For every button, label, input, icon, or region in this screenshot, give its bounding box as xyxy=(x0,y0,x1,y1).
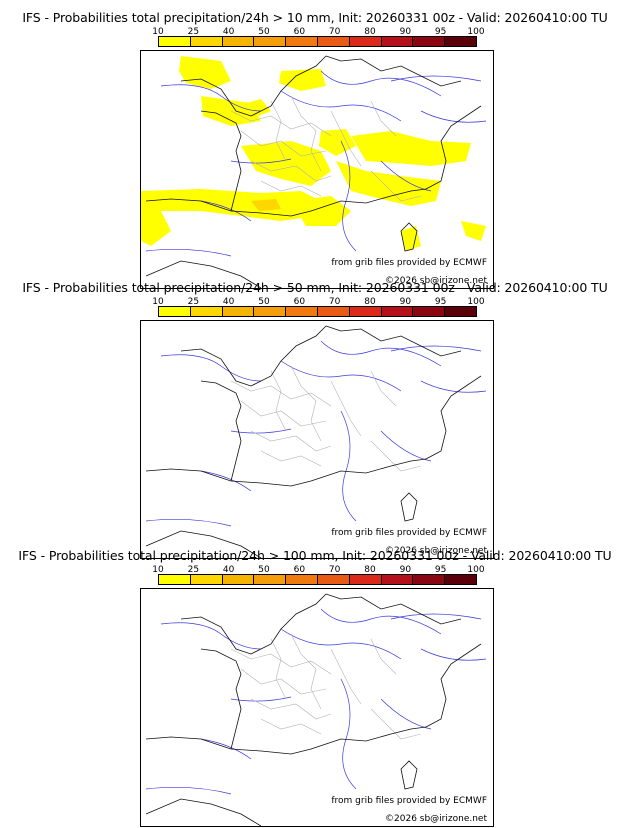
colorbar-segment xyxy=(413,307,446,316)
source-credit: from grib files provided by ECMWF xyxy=(331,796,487,806)
colorbar-segment xyxy=(286,37,318,46)
colorbar-tick-label: 50 xyxy=(258,27,270,37)
colorbar-segment xyxy=(445,575,476,584)
colorbar-segment xyxy=(445,307,476,316)
colorbar xyxy=(158,306,477,317)
france-map xyxy=(145,593,487,826)
department-borders xyxy=(230,95,422,202)
colorbar-segment xyxy=(190,575,223,584)
coastlines-and-borders xyxy=(145,593,482,826)
department-borders xyxy=(230,633,422,740)
panel-title: IFS - Probabilities total precipitation/… xyxy=(18,548,612,563)
colorbar-segment xyxy=(317,575,350,584)
colorbar-tick-label: 70 xyxy=(328,565,341,575)
colorbar-segment xyxy=(413,37,446,46)
colorbar xyxy=(158,36,477,47)
map-panel-50mm: IFS - Probabilities total precipitation/… xyxy=(0,280,630,559)
colorbar-tick-label: 100 xyxy=(467,27,485,37)
colorbar-labels: 10 25 40 50 60 70 80 90 95 100 xyxy=(152,565,484,575)
colorbar-segment xyxy=(349,575,382,584)
rivers xyxy=(145,340,487,527)
colorbar-tick-label: 60 xyxy=(293,27,306,37)
colorbar-segment xyxy=(445,37,476,46)
colorbar-tick-label: 70 xyxy=(328,297,341,307)
panel-title: IFS - Probabilities total precipitation/… xyxy=(22,280,608,295)
colorbar-segment xyxy=(317,307,350,316)
department-borders xyxy=(230,365,422,472)
rivers xyxy=(145,608,487,795)
colorbar-tick-label: 40 xyxy=(222,27,235,37)
colorbar-tick-label: 25 xyxy=(187,565,200,575)
coastlines-and-borders xyxy=(145,55,482,288)
copyright: ©2026 sb@irizone.net xyxy=(385,276,487,286)
colorbar-labels: 10 25 40 50 60 70 80 90 95 100 xyxy=(152,27,484,37)
colorbar-tick-label: 90 xyxy=(399,27,412,37)
colorbar-segment xyxy=(159,37,191,46)
colorbar-tick-label: 50 xyxy=(258,565,270,575)
colorbar-segment xyxy=(222,37,255,46)
colorbar-tick-label: 25 xyxy=(187,27,200,37)
colorbar-tick-label: 95 xyxy=(434,565,447,575)
map-panel-100mm: IFS - Probabilities total precipitation/… xyxy=(0,548,630,827)
france-map xyxy=(145,325,487,558)
colorbar-tick-label: 100 xyxy=(467,297,485,307)
colorbar-segment xyxy=(349,307,382,316)
colorbar-tick-label: 95 xyxy=(434,27,447,37)
source-credit: from grib files provided by ECMWF xyxy=(331,528,487,538)
colorbar-segment xyxy=(254,37,287,46)
france-map xyxy=(141,55,487,288)
colorbar-tick-label: 60 xyxy=(293,297,306,307)
colorbar-tick-label: 80 xyxy=(364,27,376,37)
colorbar-segment xyxy=(317,37,350,46)
colorbar-tick-label: 95 xyxy=(434,297,447,307)
colorbar-tick-label: 25 xyxy=(187,297,200,307)
colorbar-segment xyxy=(381,307,414,316)
copyright: ©2026 sb@irizone.net xyxy=(385,546,487,556)
colorbar-segment xyxy=(190,307,223,316)
rivers xyxy=(145,70,487,257)
colorbar-segment xyxy=(349,37,382,46)
coastlines-and-borders xyxy=(145,325,482,558)
colorbar-tick-label: 10 xyxy=(152,297,164,307)
colorbar-tick-label: 90 xyxy=(399,565,412,575)
colorbar-segment xyxy=(190,37,223,46)
colorbar-segment xyxy=(222,307,255,316)
source-credit: from grib files provided by ECMWF xyxy=(331,258,487,268)
colorbar-segment xyxy=(413,575,446,584)
colorbar-tick-label: 60 xyxy=(293,565,306,575)
colorbar-tick-label: 10 xyxy=(152,27,164,37)
map-area: from grib files provided by ECMWF ©2026 … xyxy=(140,588,494,827)
colorbar-segment xyxy=(381,37,414,46)
colorbar-labels: 10 25 40 50 60 70 80 90 95 100 xyxy=(152,297,484,307)
map-area: from grib files provided by ECMWF ©2026 … xyxy=(140,320,494,559)
colorbar-tick-label: 80 xyxy=(364,565,376,575)
colorbar-tick-label: 40 xyxy=(222,565,235,575)
colorbar-tick-label: 50 xyxy=(258,297,270,307)
colorbar-tick-label: 40 xyxy=(222,297,235,307)
colorbar-segment xyxy=(159,575,191,584)
colorbar-tick-label: 70 xyxy=(328,27,341,37)
colorbar-tick-label: 10 xyxy=(152,565,164,575)
map-area: from grib files provided by ECMWF ©2026 … xyxy=(140,50,494,289)
colorbar-segment xyxy=(254,307,287,316)
precipitation-orange-spots xyxy=(251,199,281,211)
colorbar-segment xyxy=(159,307,191,316)
colorbar-segment xyxy=(286,575,318,584)
colorbar-segment xyxy=(222,575,255,584)
colorbar-segment xyxy=(254,575,287,584)
colorbar xyxy=(158,574,477,585)
colorbar-tick-label: 90 xyxy=(399,297,412,307)
copyright: ©2026 sb@irizone.net xyxy=(385,814,487,824)
colorbar-segment xyxy=(381,575,414,584)
colorbar-tick-label: 80 xyxy=(364,297,376,307)
colorbar-segment xyxy=(286,307,318,316)
panel-title: IFS - Probabilities total precipitation/… xyxy=(22,10,608,25)
colorbar-tick-label: 100 xyxy=(467,565,485,575)
map-panel-10mm: IFS - Probabilities total precipitation/… xyxy=(0,10,630,289)
